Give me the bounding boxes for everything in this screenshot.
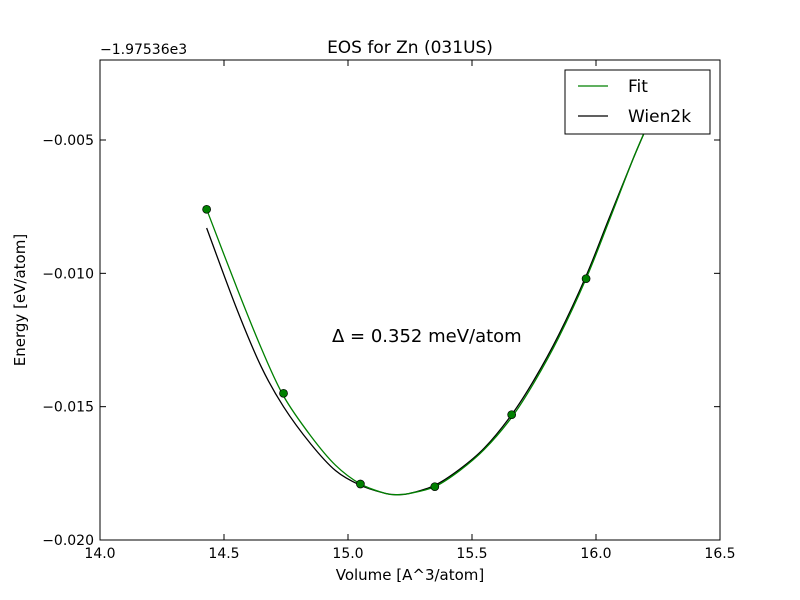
y-tick-label: −0.010 — [42, 266, 94, 282]
data-point — [430, 482, 440, 492]
data-points — [202, 204, 591, 492]
x-axis-ticks: 14.0 14.5 15.0 15.5 16.0 16.5 — [84, 60, 736, 562]
data-point — [507, 410, 517, 420]
x-tick-label: 15.5 — [456, 546, 487, 562]
x-tick-label: 14.5 — [208, 546, 239, 562]
legend-label-wien2k: Wien2k — [628, 107, 691, 127]
y-offset-label: −1.97536e3 — [100, 42, 187, 58]
legend-box — [564, 69, 711, 135]
series-line-wien2k — [206, 123, 649, 496]
data-point — [356, 479, 365, 489]
chart-title: EOS for Zn (031US) — [327, 38, 493, 58]
x-tick-label: 16.0 — [580, 546, 611, 562]
x-tick-label: 14.0 — [84, 546, 115, 562]
series-lines — [206, 123, 649, 496]
plot-frame — [99, 59, 721, 541]
y-tick-label: −0.005 — [42, 133, 94, 149]
legend-label-fit: Fit — [628, 77, 648, 97]
y-tick-label: −0.015 — [42, 400, 94, 416]
data-point — [279, 388, 288, 398]
x-tick-label: 15.0 — [332, 546, 363, 562]
data-point — [581, 274, 591, 284]
legend: Fit Wien2k — [564, 69, 711, 135]
y-axis-ticks: −0.020 −0.015 −0.010 −0.005 — [42, 133, 720, 549]
series-line-fit — [206, 123, 649, 496]
y-tick-label: −0.020 — [42, 533, 94, 549]
x-tick-label: 16.5 — [704, 546, 735, 562]
y-axis-label: Energy [eV/atom] — [11, 234, 29, 366]
x-axis-label: Volume [A^3/atom] — [336, 566, 485, 584]
delta-annotation: Δ = 0.352 meV/atom — [332, 326, 522, 347]
data-point — [202, 204, 211, 214]
